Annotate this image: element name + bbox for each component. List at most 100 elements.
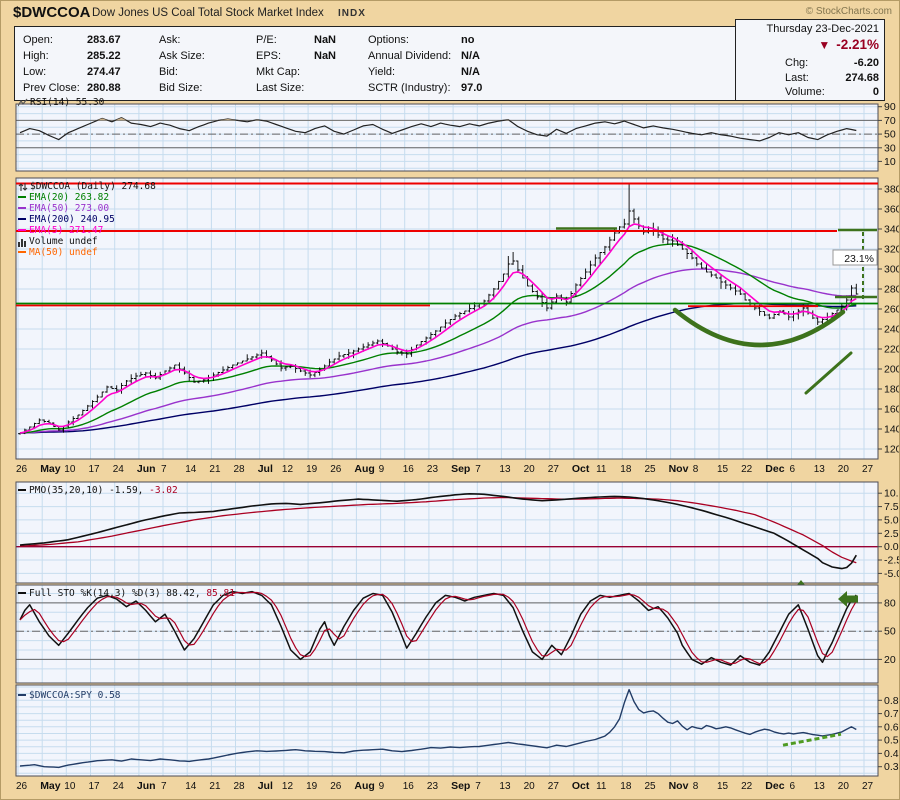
legend-text: Volume undef — [29, 236, 98, 247]
quote-stats: Chg: -6.20 Last: 274.68 Volume: 0 — [741, 56, 879, 100]
x-axis-label: 22 — [741, 781, 753, 792]
legend-swatch — [18, 250, 26, 253]
x-axis-label: Dec — [765, 780, 784, 792]
x-axis-label: 8 — [693, 464, 699, 475]
stat-row: Last: 274.68 — [785, 71, 879, 84]
quote-label: EPS: — [256, 50, 282, 62]
quote-label: Annual Dividend: — [368, 50, 452, 62]
quote-row: Prev Close: 280.88 — [23, 80, 121, 96]
price-info-panel: Thursday 23-Dec-2021 ▼ -2.21% Chg: -6.20 La… — [735, 19, 885, 101]
y-axis-label: 10 — [884, 156, 896, 168]
ema50-line — [19, 268, 857, 434]
quote-row: Bid Size: — [159, 80, 221, 96]
x-axis-label: 9 — [379, 464, 385, 475]
ratio-panel — [15, 684, 879, 777]
quote-column-4: Options: no Annual Dividend: N/A Yield: N/A SC… — [368, 32, 482, 96]
ratio-line — [19, 688, 857, 769]
legend-text: $DWCCOA:SPY 0.58 — [29, 690, 121, 701]
main-y-axis: 380 360 340 320 300 280 260 240 220 200 180 160 140 1… — [878, 184, 900, 456]
legend-text: Full STO %K(14,3) %D(3) 88.42, — [29, 588, 201, 599]
sto-y-axis: 80 50 20 — [878, 597, 896, 666]
x-axis-label: 15 — [717, 464, 729, 475]
y-axis-label: -2.5 — [884, 555, 900, 567]
legend-text: RSI(14) 55.30 — [30, 97, 105, 108]
x-axis-label: Jun — [137, 463, 156, 475]
quote-label: Mkt Cap: — [256, 66, 301, 78]
rsi-border — [15, 103, 879, 172]
x-axis-label: 15 — [717, 781, 729, 792]
index-name: Dow Jones US Coal Total Stock Market Ind… — [92, 7, 324, 19]
x-axis-label: Jun — [137, 780, 156, 792]
x-axis-label: 7 — [161, 781, 167, 792]
x-axis-label: 28 — [234, 781, 246, 792]
legend-text: EMA(200) 240.95 — [29, 214, 115, 225]
quote-label: P/E: — [256, 34, 277, 46]
x-axis-label: 25 — [645, 781, 657, 792]
legend-text: $DWCCOA (Daily) 274.68 — [30, 181, 156, 192]
zigzag-icon — [17, 98, 28, 106]
sto-border — [15, 584, 879, 684]
ratio-border — [15, 684, 879, 777]
quote-row: Annual Dividend: N/A — [368, 48, 482, 64]
main-legend-row: EMA(5) 271.47 — [18, 225, 103, 236]
legend-swatch — [18, 693, 26, 696]
y-axis-label: 0.30 — [884, 761, 900, 773]
measurement-label-box — [832, 249, 878, 266]
y-axis-label: 0.80 — [884, 695, 900, 707]
ratio-y-axis: 0.800.700.60 0.500.400.30 — [878, 695, 900, 773]
quote-column-3: P/E: NaN EPS: NaN Mkt Cap: Last Size: — [256, 32, 336, 96]
main-series — [18, 184, 859, 435]
y-axis-label: 280 — [884, 284, 900, 296]
quote-value: 285.22 — [87, 50, 121, 62]
x-axis-label: 18 — [620, 781, 632, 792]
y-axis-label: 80 — [884, 597, 896, 609]
quote-value: 280.88 — [87, 82, 121, 94]
x-axis-label: 28 — [234, 464, 246, 475]
y-axis-label: 2.5 — [884, 528, 899, 540]
pmo-border — [15, 481, 879, 584]
quote-row: Low: 274.47 — [23, 64, 121, 80]
legend-text: PMO(35,20,10) -1.59, — [29, 485, 144, 496]
y-axis-label: 380 — [884, 184, 900, 196]
x-axis-label: May — [40, 463, 61, 475]
pmo-y-axis: 10.07.55.0 2.50.0 -2.5-5.0 — [878, 488, 900, 580]
pmo-legend-row: PMO(35,20,10) -1.59, -3.02 — [18, 485, 178, 496]
ema20-line — [19, 243, 857, 434]
main-legend-row: MA(50) undef — [18, 247, 98, 258]
y-axis-label: 0.0 — [884, 541, 899, 553]
stat-row: Chg: -6.20 — [785, 57, 879, 69]
y-axis-label: 0.60 — [884, 721, 900, 733]
main-legend-row: EMA(20) 263.82 — [18, 192, 109, 203]
rsi-series — [19, 117, 857, 142]
y-axis-label: 0.40 — [884, 748, 900, 760]
quote-label: High: — [23, 50, 49, 62]
quote-row: Yield: N/A — [368, 64, 482, 80]
main-date-axis: 26 May 10 17 24 Jun 7 14 21 28 Jul 12 19 26 Aug 9 16 23 Se… — [16, 463, 874, 475]
x-axis-label: 19 — [306, 464, 318, 475]
quote-row: Mkt Cap: — [256, 64, 336, 80]
legend-swatch — [18, 488, 26, 491]
quote-row: Options: no — [368, 32, 482, 48]
x-axis-label: 23 — [427, 464, 439, 475]
x-axis-label: 26 — [330, 781, 342, 792]
x-axis-label: 11 — [596, 464, 607, 475]
x-axis-label: Jul — [258, 463, 273, 475]
legend-text: MA(50) undef — [29, 247, 98, 258]
x-axis-label: 27 — [548, 464, 560, 475]
ema5-line — [19, 223, 857, 434]
y-axis-label: 20 — [884, 654, 896, 666]
x-axis-label: 13 — [814, 781, 826, 792]
legend-text: EMA(50) 273.00 — [29, 203, 110, 214]
quote-value: 274.47 — [87, 66, 121, 78]
quote-label: Open: — [23, 34, 53, 46]
x-axis-label: 7 — [475, 781, 481, 792]
sto-gridlines — [16, 585, 878, 683]
x-axis-label: 8 — [693, 781, 699, 792]
sto-series — [19, 590, 857, 666]
x-axis-label: 17 — [89, 781, 101, 792]
x-axis-label: Aug — [354, 780, 374, 792]
x-axis-label: Nov — [669, 780, 689, 792]
